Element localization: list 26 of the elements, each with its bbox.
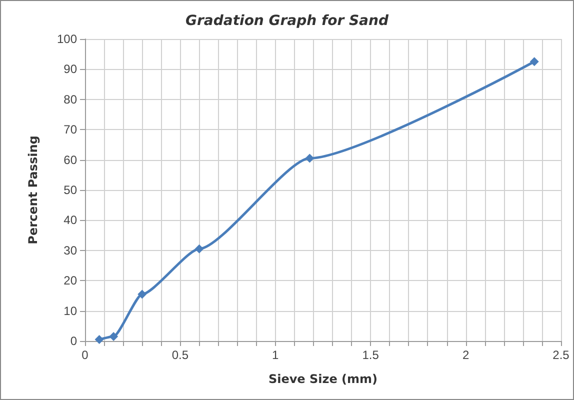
x-tick-label: 2 [462, 348, 470, 362]
y-tick-label: 70 [64, 122, 78, 137]
y-tick-label: 40 [64, 213, 78, 228]
y-tick-label: 50 [64, 183, 78, 197]
y-tick-label: 100 [56, 32, 78, 46]
y-axis-title: Percent Passing [26, 136, 40, 244]
y-tick-label: 90 [64, 62, 78, 76]
y-tick-label: 10 [64, 304, 78, 318]
x-axis-title: Sieve Size (mm) [268, 372, 378, 386]
y-tick-label: 80 [64, 92, 78, 106]
point [109, 332, 118, 341]
y-tick-label: 0 [70, 334, 78, 348]
y-tick-label: 20 [64, 274, 78, 288]
y-tick-label: 30 [64, 243, 78, 258]
point [305, 154, 314, 163]
x-tick-label: 0.5 [172, 348, 189, 362]
x-tick-label: 2.5 [552, 348, 570, 362]
x-tick-label: 0 [82, 348, 89, 362]
point [194, 244, 204, 254]
chart-title: Gradation Graph for Sand [186, 13, 390, 29]
point [138, 290, 147, 299]
x-tick-label: 1 [272, 348, 280, 362]
point [94, 334, 104, 344]
x-tick-label: 1.5 [362, 348, 380, 362]
point [530, 57, 539, 66]
y-tick-label: 60 [64, 152, 78, 167]
